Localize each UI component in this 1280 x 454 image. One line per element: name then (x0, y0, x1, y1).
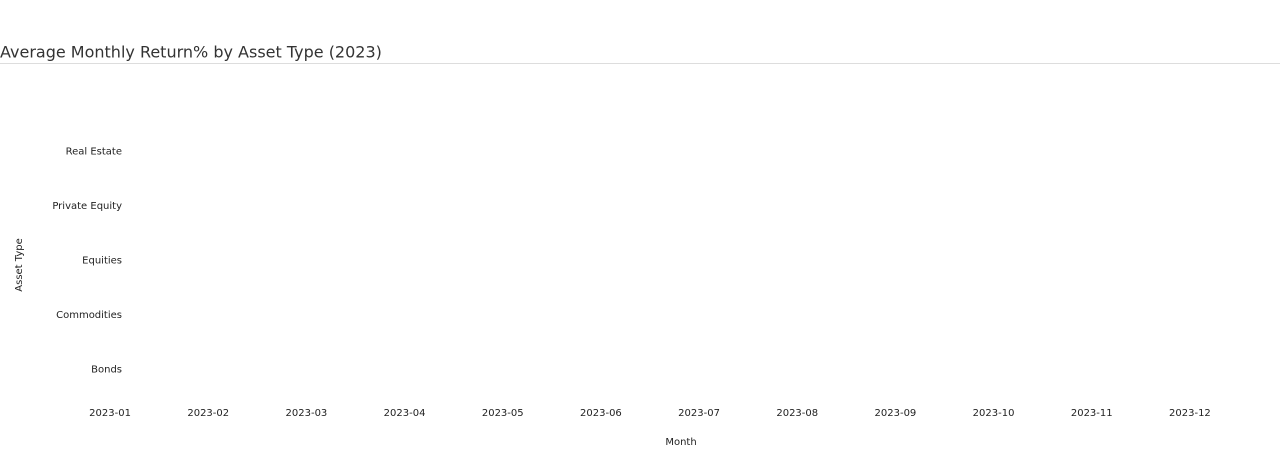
chart-title: Average Monthly Return% by Asset Type (2… (0, 43, 382, 62)
x-tick-label: 2023-08 (776, 408, 818, 419)
x-tick-label: 2023-12 (1169, 408, 1211, 419)
y-axis-title: Asset Type (14, 238, 25, 291)
y-tick-label: Real Estate (66, 146, 122, 157)
x-axis-title: Month (665, 437, 696, 448)
x-tick-label: 2023-09 (875, 408, 917, 419)
x-tick-label: 2023-02 (187, 408, 229, 419)
x-tick-label: 2023-01 (89, 408, 131, 419)
y-tick-label: Bonds (91, 365, 122, 376)
x-tick-label: 2023-11 (1071, 408, 1113, 419)
y-tick-label: Private Equity (52, 201, 122, 212)
x-tick-label: 2023-10 (973, 408, 1015, 419)
x-tick-label: 2023-05 (482, 408, 524, 419)
x-tick-label: 2023-04 (384, 408, 426, 419)
y-tick-label: Equities (82, 256, 122, 267)
x-tick-label: 2023-07 (678, 408, 720, 419)
x-tick-label: 2023-03 (286, 408, 328, 419)
y-tick-label: Commodities (56, 310, 122, 321)
x-tick-label: 2023-06 (580, 408, 622, 419)
